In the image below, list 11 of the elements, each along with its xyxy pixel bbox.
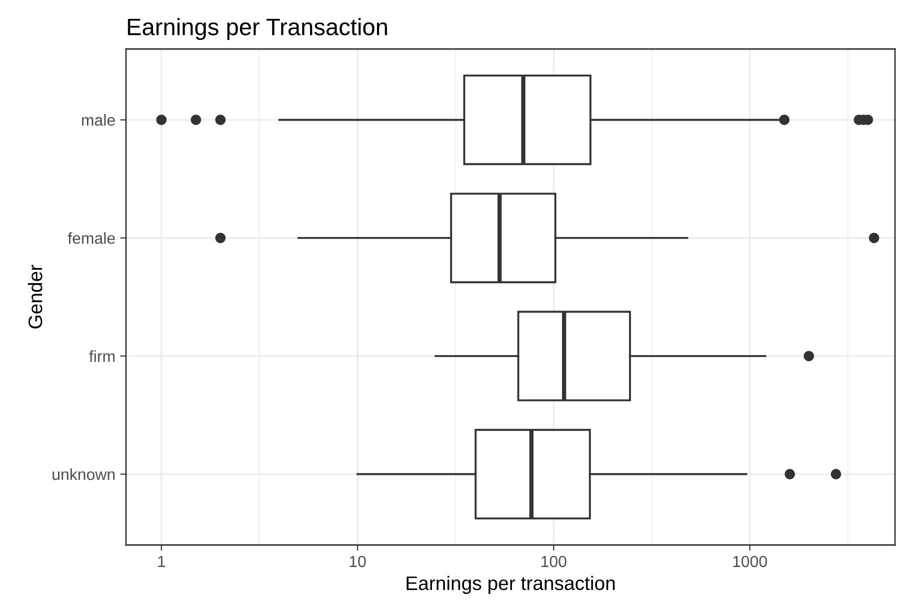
x-tick-label: 1000 [733, 556, 767, 568]
y-tick-label: male [82, 114, 115, 126]
chart-title: Earnings per Transaction [128, 18, 387, 40]
x-axis-title: Earnings per transaction [406, 576, 615, 594]
x-tick-label: 10 [350, 556, 366, 568]
y-tick-label: firm [89, 350, 115, 362]
y-tick-label: unknown [52, 468, 115, 480]
x-tick-label: 1 [158, 556, 166, 567]
y-tick-label: female [68, 232, 115, 244]
x-tick-label: 100 [542, 556, 566, 568]
y-axis-title: Gender [28, 264, 42, 328]
